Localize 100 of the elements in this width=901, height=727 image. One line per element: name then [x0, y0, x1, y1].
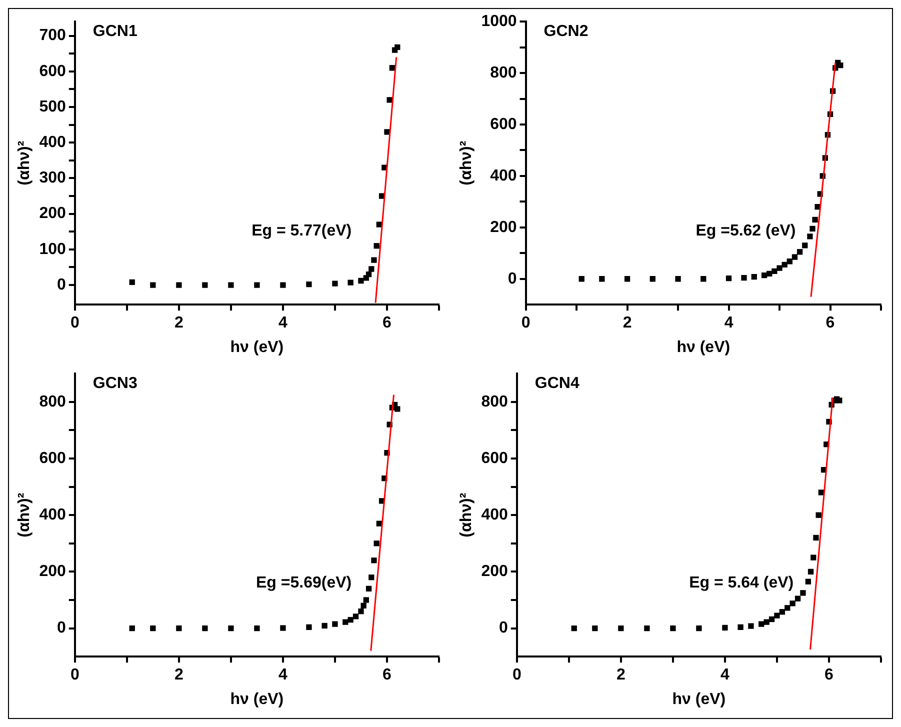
point	[366, 272, 372, 278]
point	[816, 512, 822, 518]
point	[371, 558, 377, 564]
point	[176, 625, 182, 632]
x-tick-label: 6	[382, 314, 392, 332]
point	[374, 540, 380, 546]
point	[202, 625, 208, 632]
point	[374, 243, 380, 249]
x-tick-label: 0	[521, 314, 530, 332]
point	[578, 276, 584, 282]
point	[758, 621, 764, 627]
point	[696, 625, 702, 632]
y-axis-title: (αhν)²	[458, 492, 476, 538]
point	[784, 605, 790, 611]
y-tick-label: 200	[481, 563, 508, 580]
x-axis-title: hν (eV)	[230, 338, 284, 356]
x-tick-label: 4	[278, 314, 288, 332]
point	[624, 276, 630, 282]
point	[150, 625, 156, 632]
point	[836, 398, 842, 404]
point	[376, 222, 382, 228]
point	[675, 276, 681, 282]
point	[813, 534, 819, 541]
annotation: Eg = 5.64 (eV)	[689, 574, 794, 592]
y-tick-label: 800	[39, 393, 66, 410]
point	[768, 616, 775, 622]
y-tick-label: 200	[39, 205, 66, 222]
point	[348, 280, 354, 286]
point	[618, 625, 624, 632]
point	[751, 274, 757, 280]
point	[786, 258, 792, 264]
point	[280, 282, 286, 288]
point	[810, 226, 816, 232]
x-tick-label: 2	[622, 314, 632, 332]
point	[358, 278, 364, 284]
x-tick-label: 2	[616, 666, 626, 684]
y-tick-label: 200	[39, 563, 66, 580]
point	[805, 578, 812, 584]
annotation: Eg =5.62 (eV)	[696, 222, 796, 240]
x-tick-label: 2	[174, 666, 184, 684]
y-tick-label: 1000	[481, 13, 517, 30]
y-axis-title: (αhν)²	[16, 492, 34, 538]
point	[774, 612, 780, 618]
y-tick-label: 400	[39, 134, 66, 152]
point	[592, 625, 598, 632]
point	[766, 270, 772, 277]
x-tick-label: 6	[826, 314, 835, 332]
y-axis-title: (αhν)²	[16, 140, 34, 186]
point	[700, 276, 706, 282]
point	[150, 282, 156, 288]
annotation: GCN1	[92, 23, 138, 40]
y-tick-label: 500	[39, 98, 66, 116]
point	[371, 257, 377, 263]
point	[306, 624, 312, 630]
point	[807, 234, 813, 240]
point	[129, 625, 135, 632]
point	[599, 276, 605, 282]
point	[808, 568, 814, 575]
point	[348, 616, 354, 623]
x-tick-label: 0	[70, 666, 80, 684]
x-tick-label: 2	[174, 314, 184, 332]
point	[228, 282, 234, 288]
y-tick-label: 800	[490, 64, 517, 82]
point	[358, 608, 364, 614]
point	[342, 619, 348, 625]
y-tick-label: 600	[481, 450, 508, 467]
x-tick-label: 6	[382, 666, 392, 684]
x-tick-label: 6	[824, 666, 834, 684]
point	[738, 624, 744, 630]
point	[368, 266, 374, 272]
x-tick-label: 4	[720, 666, 730, 684]
annotation: GCN2	[544, 23, 588, 40]
x-tick-label: 4	[724, 314, 734, 332]
y-tick-label: 100	[39, 240, 66, 258]
point	[772, 268, 778, 274]
y-tick-label: 200	[490, 218, 517, 236]
point	[332, 280, 338, 286]
x-tick-label: 4	[278, 666, 288, 684]
x-tick-label: 0	[70, 314, 80, 332]
point	[726, 276, 732, 282]
point	[794, 596, 801, 602]
annotation: Eg = 5.77(eV)	[252, 222, 352, 240]
y-axis-title: (αhν)²	[458, 140, 476, 186]
point	[332, 621, 338, 627]
point	[782, 262, 788, 268]
point	[360, 602, 366, 608]
y-tick-label: 800	[481, 393, 508, 410]
annotation: Eg =5.69(eV)	[256, 574, 352, 592]
point	[796, 249, 803, 255]
point	[366, 586, 372, 592]
annotation: GCN3	[92, 375, 138, 392]
x-axis-title: hν (eV)	[672, 690, 726, 708]
y-tick-label: 0	[56, 620, 66, 637]
point	[280, 625, 286, 631]
point	[722, 624, 728, 631]
y-tick-label: 0	[508, 270, 517, 288]
point	[810, 554, 816, 560]
y-tick-label: 700	[39, 27, 66, 44]
y-tick-label: 600	[490, 116, 517, 133]
point	[254, 625, 260, 632]
